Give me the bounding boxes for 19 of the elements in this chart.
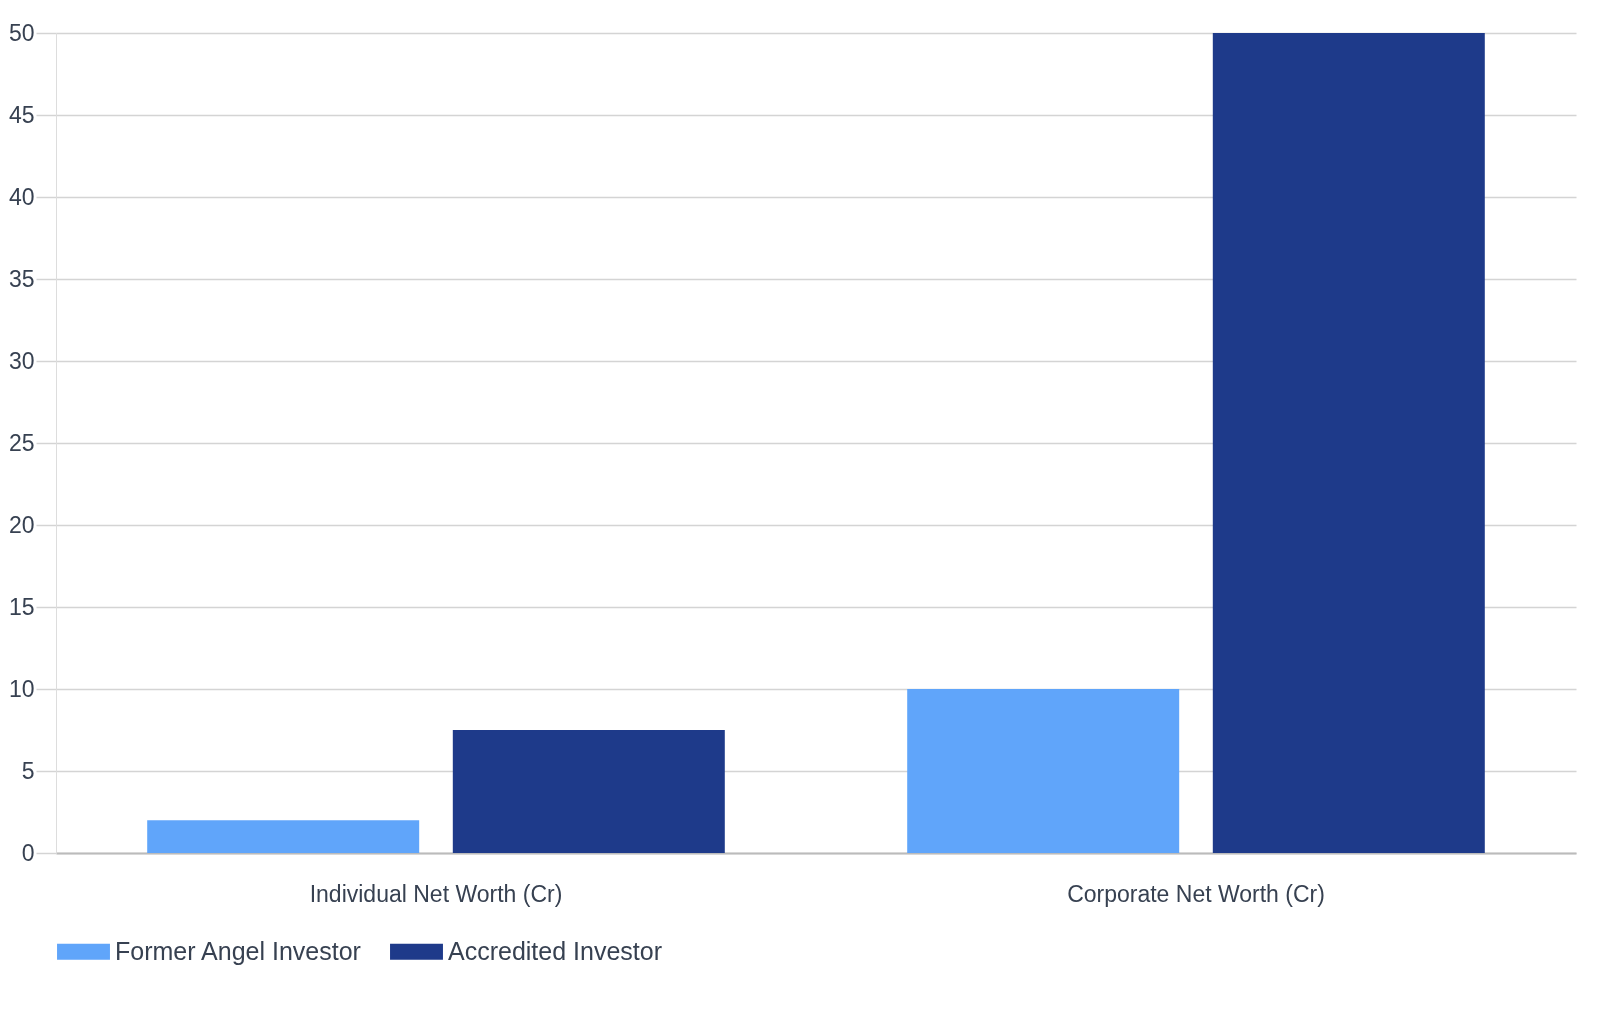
- y-tick-label: 45: [8, 101, 35, 128]
- y-tick-label: 50: [8, 19, 35, 46]
- bar: [452, 730, 725, 853]
- bar: [147, 820, 420, 853]
- y-tick-label: 40: [8, 183, 35, 210]
- bar: [907, 689, 1180, 853]
- legend-label: Accredited Investor: [448, 936, 662, 965]
- y-tick-label: 15: [8, 593, 35, 620]
- y-tick-label: 35: [8, 265, 35, 292]
- y-tick-label: 10: [8, 675, 35, 702]
- legend-label: Former Angel Investor: [115, 936, 361, 965]
- y-tick-label: 25: [8, 429, 35, 456]
- x-tick-label: Corporate Net Worth (Cr): [1067, 880, 1325, 907]
- y-tick-label: 20: [8, 511, 35, 538]
- y-tick-label: 0: [21, 839, 35, 866]
- y-tick-label: 5: [21, 757, 35, 784]
- bar: [1212, 33, 1485, 853]
- y-tick-label: 30: [8, 347, 35, 374]
- x-tick-label: Individual Net Worth (Cr): [309, 880, 563, 907]
